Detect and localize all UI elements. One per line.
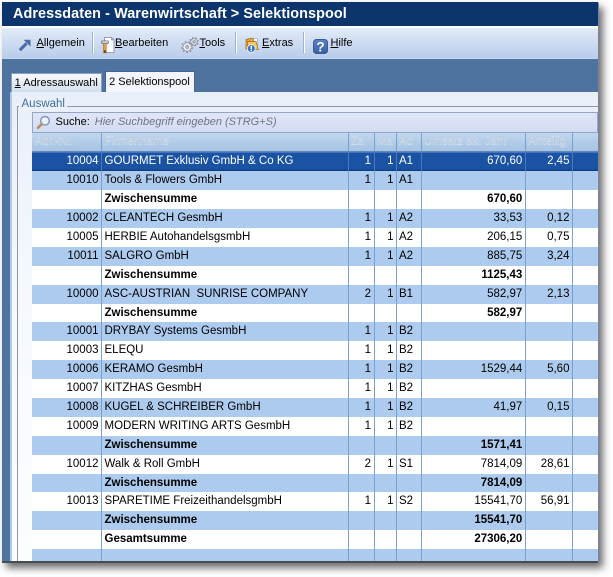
svg-text:?: ? <box>316 39 324 54</box>
